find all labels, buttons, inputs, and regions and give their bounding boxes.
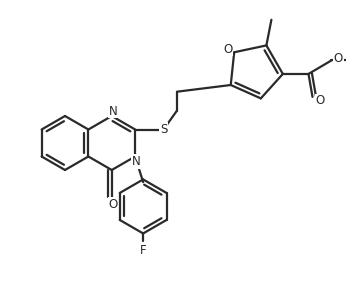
Text: S: S: [160, 123, 167, 136]
Text: N: N: [108, 104, 117, 118]
Text: N: N: [132, 155, 140, 168]
Text: O: O: [224, 43, 233, 56]
Text: O: O: [334, 52, 343, 65]
Text: O: O: [316, 94, 325, 107]
Text: F: F: [140, 244, 146, 257]
Text: O: O: [108, 197, 117, 210]
